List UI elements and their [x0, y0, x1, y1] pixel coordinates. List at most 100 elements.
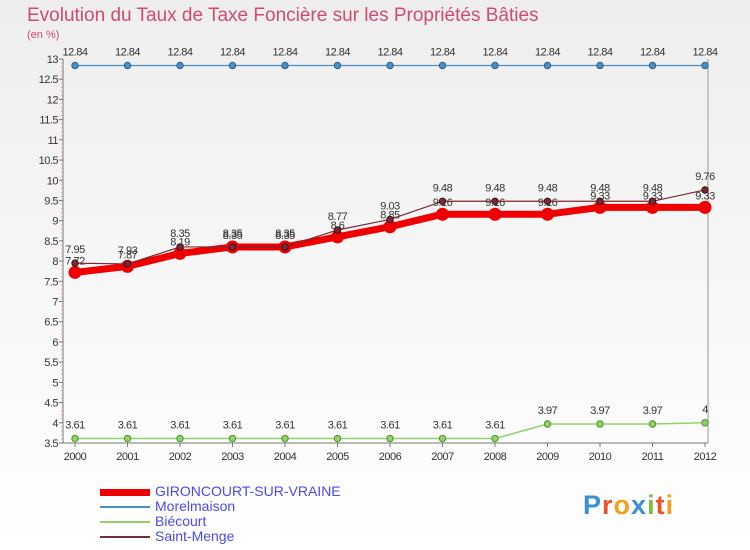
y-axis-unit: (en %): [27, 29, 60, 41]
data-label: 12.84: [377, 46, 402, 58]
data-label: 7.95: [65, 244, 85, 256]
y-tick-label: 10.5: [39, 155, 59, 167]
data-label: 8.35: [170, 228, 190, 240]
y-tick-label: 10: [47, 175, 59, 187]
data-point: [648, 420, 657, 428]
data-point: [281, 243, 289, 251]
legend-label: GIRONCOURT-SUR-VRAINE: [155, 483, 341, 499]
data-point: [543, 197, 552, 205]
data-point: [68, 265, 82, 279]
data-label: 8.35: [275, 230, 295, 242]
data-point: [491, 61, 499, 70]
data-point: [386, 61, 394, 70]
y-tick-label: 7: [52, 297, 58, 309]
data-label: 8.35: [223, 228, 243, 240]
data-label: 3.61: [328, 420, 348, 432]
data-point: [701, 419, 709, 427]
data-label: 12.84: [535, 46, 560, 58]
data-label: 12.84: [62, 46, 87, 58]
data-point: [228, 434, 237, 443]
data-label: 12.84: [115, 46, 140, 58]
data-point: [541, 207, 554, 221]
data-label: 9.03: [380, 200, 400, 212]
data-label: 3.61: [275, 420, 295, 432]
data-point: [71, 259, 79, 267]
x-tick-label: 2006: [379, 451, 402, 463]
data-label: 9.33: [643, 190, 663, 202]
data-label: 12.84: [272, 46, 297, 58]
series-saint-menge: 7.95 7.93 8.35 8.35 8.35 8.77 9.03 9.48 9.48 9.48…: [65, 171, 716, 268]
data-point: [488, 207, 502, 221]
data-label: 12.84: [167, 46, 192, 58]
x-tick-label: 2004: [274, 451, 297, 463]
data-label: 3.61: [65, 420, 85, 432]
data-point: [543, 420, 552, 428]
data-label: 12.84: [692, 46, 717, 58]
data-label: 8.77: [328, 211, 348, 223]
x-tick-label: 2012: [694, 451, 717, 463]
data-label: 9.33: [590, 190, 610, 202]
x-tick-label: 2009: [536, 451, 559, 463]
legend-label: Morelmaison: [155, 498, 236, 514]
data-point: [438, 434, 447, 443]
data-point: [543, 61, 552, 70]
data-label: 9.48: [590, 182, 610, 194]
data-label: 3.61: [433, 420, 453, 432]
data-point: [176, 434, 184, 443]
y-axis-ticks: 3.5 4 4.5 5 5.5 6 6.5 7 7.5 8 8.5 9 9.5 10 10.5 11 11.5 1…: [39, 54, 63, 450]
data-label: 9.48: [433, 182, 453, 194]
data-point: [386, 215, 394, 224]
y-tick-label: 3.5: [44, 438, 58, 450]
x-tick-label: 2002: [169, 451, 192, 463]
data-point: [438, 197, 447, 205]
y-tick-label: 4: [52, 418, 58, 430]
y-tick-label: 9.5: [44, 195, 58, 207]
series-morelmaison: 12.84 12.84 12.84 12.84 12.84 12.84 12.84 12.84…: [62, 46, 718, 70]
data-point: [123, 434, 132, 443]
data-point: [698, 200, 712, 214]
x-tick-label: 2007: [431, 451, 454, 463]
data-label: 3.97: [538, 405, 558, 417]
data-label: 8.19: [170, 236, 190, 248]
data-label: 9.48: [485, 182, 505, 194]
data-point: [281, 61, 289, 70]
data-point: [123, 61, 132, 70]
data-label: 9.76: [695, 171, 715, 183]
series-bi-court: 3.61 3.61 3.61 3.61 3.61 3.61 3.61 3.61 3.61 3.97…: [65, 404, 709, 443]
data-point: [333, 226, 342, 234]
y-tick-label: 13: [47, 54, 59, 66]
y-tick-label: 7.5: [44, 276, 58, 288]
data-label: 8.85: [380, 210, 400, 222]
data-point: [176, 61, 184, 70]
data-point: [596, 420, 604, 428]
proxiti-logo: Proxiti: [583, 490, 675, 520]
y-tick-label: 9: [52, 216, 58, 228]
data-label: 3.61: [118, 420, 138, 432]
chart-title: Evolution du Taux de Taxe Foncière sur l…: [27, 5, 539, 26]
data-label: 3.97: [590, 405, 610, 417]
data-point: [228, 243, 237, 251]
legend-swatch: [100, 488, 150, 496]
data-point: [333, 61, 342, 70]
data-point: [71, 434, 79, 443]
y-tick-label: 8.5: [44, 236, 58, 248]
y-tick-label: 8: [52, 256, 58, 268]
legend-label: Saint-Menge: [155, 528, 235, 544]
data-point: [281, 434, 289, 443]
data-label: 4: [702, 404, 708, 416]
data-label: 12.84: [220, 46, 245, 58]
data-point: [386, 434, 394, 443]
data-label: 12.84: [640, 46, 665, 58]
y-tick-label: 11.5: [39, 115, 58, 127]
data-label: 7.87: [118, 249, 138, 261]
data-point: [123, 260, 132, 268]
legend-swatch: [100, 536, 150, 538]
data-point: [701, 61, 709, 70]
y-tick-label: 11: [48, 135, 59, 147]
data-label: 9.48: [643, 182, 663, 194]
series-layer: 12.84 12.84 12.84 12.84 12.84 12.84 12.84 12.84…: [62, 46, 718, 443]
data-label: 8.35: [275, 228, 295, 240]
data-label: 9.48: [538, 182, 558, 194]
data-point: [176, 243, 184, 251]
